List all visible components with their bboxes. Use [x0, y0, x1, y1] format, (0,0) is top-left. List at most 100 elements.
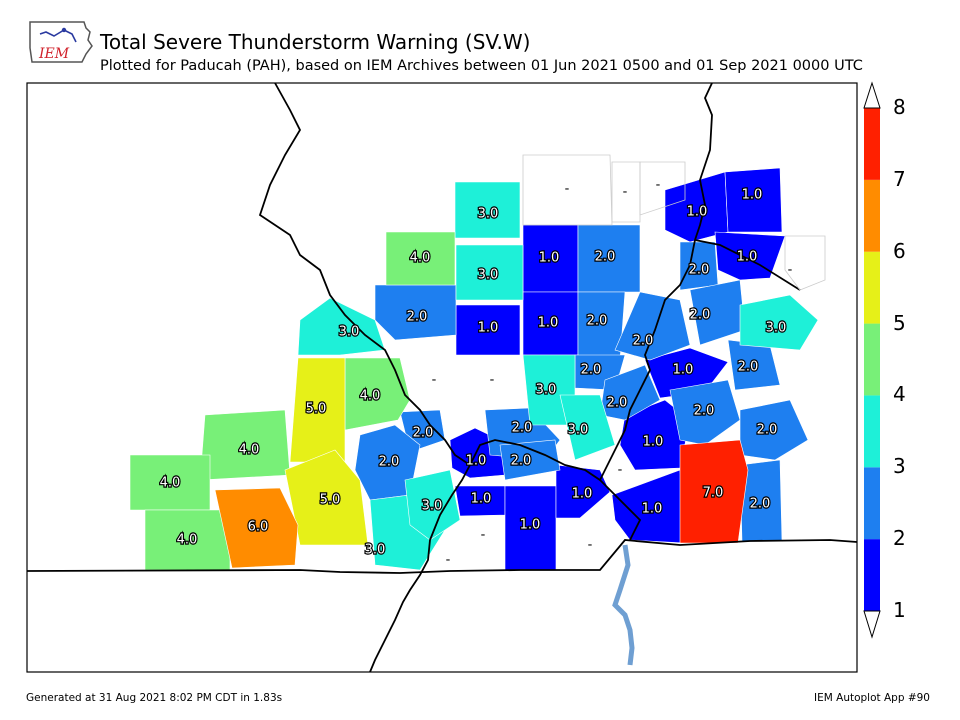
- no-data-county-outline: [784, 235, 826, 291]
- county-value-label: 1.0: [478, 321, 499, 336]
- county-polygon: [724, 167, 783, 233]
- county-polygon: [739, 294, 819, 351]
- county-value-label: 2.0: [413, 426, 434, 441]
- colorbar-segment: [864, 395, 880, 468]
- county-value-label: 2.0: [595, 250, 616, 265]
- county-value-label: 2.0: [738, 360, 759, 375]
- county-polygon: [404, 469, 461, 541]
- county-polygon: [297, 297, 386, 356]
- river: [612, 544, 635, 666]
- county-polygon: [385, 231, 456, 286]
- county-value-label: 2.0: [581, 363, 602, 378]
- no-data-dash: -: [490, 373, 495, 388]
- colorbar-segment: [864, 108, 880, 180]
- no-data-dash: -: [656, 178, 661, 193]
- county-value-label: 3.0: [478, 207, 499, 222]
- county-value-label: 2.0: [587, 314, 608, 329]
- colorbar-segment: [864, 179, 880, 252]
- county-value-label: 4.0: [177, 533, 198, 548]
- generated-note: Generated at 31 Aug 2021 8:02 PM CDT in …: [26, 692, 283, 704]
- county-value-label: 2.0: [757, 423, 778, 438]
- colorbar-tick-label: 7: [893, 166, 906, 191]
- map-title: Total Severe Thunderstorm Warning (SV.W): [100, 30, 531, 54]
- county-polygon: [664, 171, 729, 243]
- county-polygon: [714, 231, 786, 281]
- county-polygon: [611, 469, 686, 544]
- colorbar-tick-label: 1: [893, 598, 906, 622]
- county-polygon: [214, 487, 299, 569]
- no-data-dash: -: [588, 538, 593, 553]
- county-value-label: 3.0: [536, 383, 557, 398]
- county-value-label: 1.0: [673, 363, 694, 378]
- colorbar-min-arrow: [863, 610, 881, 639]
- county-value-label: 2.0: [689, 263, 710, 278]
- county-polygon: [614, 291, 691, 361]
- county-labels: 1.0 1.0 1.0 1.0 1.0 1.0 1.0 1.0 1.0 1.0 1.0 1.0 1.0 2…: [158, 186, 787, 558]
- county-value-label: 3.0: [365, 543, 386, 558]
- iem-logo: IEM: [24, 18, 96, 72]
- county-value-label: 2.0: [607, 396, 628, 411]
- county-value-label: 4.0: [160, 476, 181, 491]
- county-value-label: 1.0: [572, 487, 593, 502]
- map-subtitle: Plotted for Paducah (PAH), based on IEM …: [100, 58, 863, 74]
- county-value-label: 2.0: [512, 421, 533, 436]
- county-polygon: [499, 439, 561, 481]
- colorbar-segment: [864, 539, 880, 611]
- county-value-label: 3.0: [766, 321, 787, 336]
- county-value-label: 4.0: [239, 443, 260, 458]
- county-value-label: 3.0: [568, 423, 589, 438]
- county-value-label: 1.0: [687, 205, 708, 220]
- colorbar-max-arrow: [863, 81, 881, 109]
- county-value-label: 1.0: [520, 518, 541, 533]
- county-value-label: 3.0: [339, 325, 360, 340]
- logo-text: IEM: [38, 46, 70, 62]
- county-value-label: 1.0: [466, 454, 487, 469]
- county-value-label: 1.0: [538, 316, 559, 331]
- colorbar-tick-label: 3: [893, 454, 906, 479]
- no-data-dash: -: [481, 528, 486, 543]
- colorbar-tick-label: 2: [893, 526, 906, 551]
- county-value-label: 6.0: [248, 520, 269, 535]
- county-value-label: 2.0: [750, 497, 771, 512]
- colorbar-tick-label: 8: [893, 95, 906, 119]
- county-value-label: 1.0: [737, 250, 758, 265]
- county-polygon: [679, 439, 749, 544]
- no-data-county-outline: [639, 161, 686, 216]
- county-value-label: 2.0: [633, 334, 654, 349]
- county-value-label: 4.0: [360, 389, 381, 404]
- colorbar: [863, 81, 881, 639]
- county-polygon: [455, 304, 521, 356]
- county-value-label: 1.0: [539, 251, 560, 266]
- county-value-label: 3.0: [478, 268, 499, 283]
- colorbar-segment: [864, 467, 880, 540]
- county-polygon: [455, 244, 524, 301]
- county-value-label: 1.0: [643, 435, 664, 450]
- colorbar-segment: [864, 251, 880, 324]
- colorbar-segment: [864, 323, 880, 396]
- county-value-label: 7.0: [703, 486, 724, 501]
- colorbar-tick-label: 5: [893, 310, 906, 335]
- colorbar-tick-label: 6: [893, 238, 906, 263]
- no-data-county-outline: [611, 161, 641, 223]
- county-polygons: [129, 167, 819, 571]
- county-value-label: 5.0: [320, 493, 341, 508]
- county-value-label: 1.0: [742, 188, 763, 203]
- county-value-label: 4.0: [410, 251, 431, 266]
- county-polygon: [559, 394, 616, 461]
- no-data-county-outline: [522, 154, 613, 226]
- county-value-label: 2.0: [690, 308, 711, 323]
- county-value-label: 2.0: [694, 404, 715, 419]
- county-value-label: 2.0: [379, 455, 400, 470]
- county-polygon: [669, 379, 741, 446]
- county-value-label: 1.0: [642, 502, 663, 517]
- no-data-dash: -: [623, 185, 628, 200]
- colorbar-tick-label: 4: [893, 382, 906, 407]
- no-data-dash: -: [788, 263, 793, 278]
- county-value-label: 2.0: [407, 310, 428, 325]
- no-data-dash: -: [565, 182, 570, 197]
- county-value-label: 2.0: [511, 454, 532, 469]
- county-value-label: 3.0: [422, 499, 443, 514]
- no-data-labels: - - - - - - - - - -: [432, 154, 826, 568]
- state-borders: [26, 82, 858, 673]
